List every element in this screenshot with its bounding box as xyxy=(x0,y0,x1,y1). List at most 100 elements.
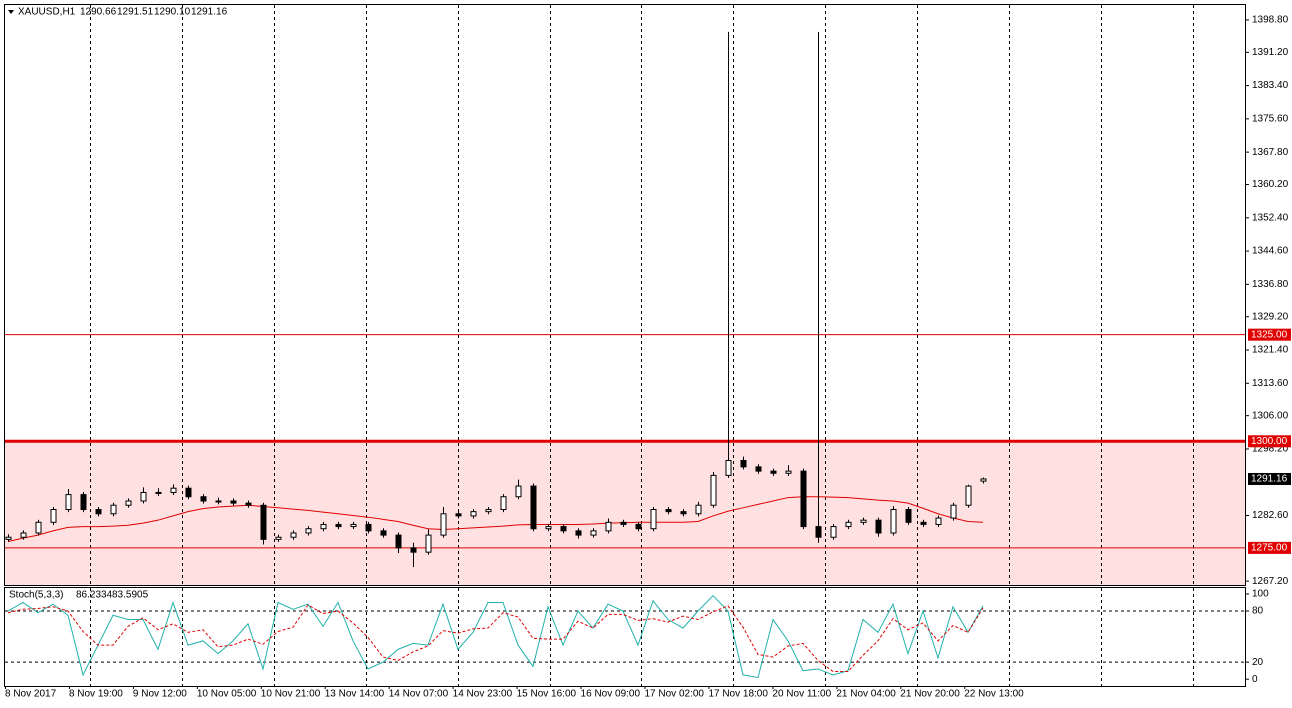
x-tick-label: 22 Nov 13:00 xyxy=(964,689,1024,700)
candle-body xyxy=(440,513,447,536)
candle-body xyxy=(920,521,927,525)
candle-body xyxy=(350,523,357,528)
level-tag xyxy=(1248,541,1291,554)
ohlc-open: 1290.66 xyxy=(80,7,117,18)
candle-body xyxy=(80,494,87,511)
symbol: XAUUSD,H1 xyxy=(18,7,76,18)
grid-layer xyxy=(5,5,1245,686)
y-tick-label: 1336.80 xyxy=(1252,279,1289,290)
candle-body xyxy=(530,485,537,530)
candle-body xyxy=(845,521,852,528)
y-tick-label: 1383.40 xyxy=(1252,80,1289,91)
candle-body xyxy=(485,509,492,513)
x-tick-label: 14 Nov 23:00 xyxy=(453,689,513,700)
price-tag xyxy=(1248,472,1291,485)
ohlc-high: 1291.51 xyxy=(117,7,154,18)
x-tick-label: 17 Nov 18:00 xyxy=(708,689,768,700)
menu-arrow[interactable] xyxy=(8,10,14,14)
stoch-signal-value: 83.5905 xyxy=(112,590,149,601)
candle-body xyxy=(860,519,867,523)
candle-body xyxy=(410,547,417,553)
main-frame xyxy=(4,4,1246,586)
candle-body xyxy=(380,530,387,536)
moving-average xyxy=(7,496,984,542)
x-tick-label: 17 Nov 02:00 xyxy=(645,689,705,700)
y-tick-label: 1360.20 xyxy=(1252,179,1289,190)
candle-body xyxy=(740,459,747,468)
candle-body xyxy=(170,487,177,493)
y-tick-label: 1329.20 xyxy=(1252,311,1289,322)
ohlc-low: 1290.10 xyxy=(154,7,191,18)
candle-body xyxy=(200,496,207,502)
candle-body xyxy=(65,494,72,511)
y-tick-label: 1313.60 xyxy=(1252,378,1289,389)
candle-body xyxy=(800,470,807,528)
level-label: 1325.00 xyxy=(1251,329,1288,340)
stoch-frame xyxy=(4,587,1246,687)
candle-body xyxy=(890,509,897,534)
candle-body xyxy=(680,511,687,515)
candle-body xyxy=(635,523,642,530)
candle-body xyxy=(575,530,582,536)
candle-body xyxy=(365,523,372,532)
x-tick-label: 16 Nov 09:00 xyxy=(581,689,641,700)
ohlc-close: 1291.16 xyxy=(191,7,228,18)
candle-body xyxy=(260,504,267,540)
candle-body xyxy=(830,526,837,538)
stoch-tick-label: 80 xyxy=(1252,606,1264,617)
y-tick-label: 1391.20 xyxy=(1252,47,1289,58)
candle-body xyxy=(710,474,717,506)
x-tick-label: 14 Nov 07:00 xyxy=(389,689,449,700)
candle-body xyxy=(20,532,27,538)
y-tick-label: 1267.20 xyxy=(1252,576,1289,587)
x-tick-label: 8 Nov 19:00 xyxy=(69,689,123,700)
x-tick-label: 15 Nov 16:00 xyxy=(517,689,577,700)
candle-body xyxy=(155,491,162,494)
candle-body xyxy=(620,521,627,525)
candle-body xyxy=(770,470,777,474)
candle-body xyxy=(110,504,117,515)
candle-body xyxy=(95,509,102,515)
plot-layer xyxy=(5,31,1245,679)
y-tick-label: 1282.60 xyxy=(1252,510,1289,521)
candle-body xyxy=(275,536,282,540)
stoch-tick-label: 0 xyxy=(1252,674,1258,685)
y-tick-label: 1321.40 xyxy=(1252,345,1289,356)
y-tick-label: 1352.40 xyxy=(1252,212,1289,223)
zone xyxy=(5,441,1245,585)
candle-body xyxy=(590,530,597,536)
candle-body xyxy=(785,470,792,474)
candle-body xyxy=(455,513,462,517)
candle-body xyxy=(560,526,567,532)
stoch-main-value: 86.2334 xyxy=(76,590,113,601)
candle-body xyxy=(950,504,957,519)
candle-body xyxy=(395,534,402,549)
price-label: 1291.16 xyxy=(1251,474,1288,485)
candle-body xyxy=(230,500,237,504)
candle-body xyxy=(335,523,342,528)
candle-body xyxy=(905,509,912,523)
candle-body xyxy=(605,521,612,532)
candle-body xyxy=(50,509,57,523)
level-tag xyxy=(1248,435,1291,448)
x-tick-label: 21 Nov 20:00 xyxy=(900,689,960,700)
candle-body xyxy=(500,496,507,511)
candle-body xyxy=(815,526,822,538)
candle-body xyxy=(470,511,477,517)
candle-body xyxy=(545,526,552,530)
y-tick-label: 1375.60 xyxy=(1252,114,1289,125)
level-label: 1275.00 xyxy=(1251,543,1288,554)
x-tick-label: 10 Nov 21:00 xyxy=(261,689,321,700)
candle-body xyxy=(35,521,42,534)
candle-body xyxy=(650,509,657,530)
y-tick-label: 1367.80 xyxy=(1252,147,1289,158)
stoch-tick-label: 20 xyxy=(1252,657,1264,668)
y-tick-label: 1398.80 xyxy=(1252,15,1289,26)
candle-body xyxy=(695,504,702,515)
candle-body xyxy=(5,536,12,540)
candle-body xyxy=(140,491,147,502)
y-tick-label: 1344.60 xyxy=(1252,246,1289,257)
candle-body xyxy=(965,485,972,506)
candle-body xyxy=(980,478,987,482)
